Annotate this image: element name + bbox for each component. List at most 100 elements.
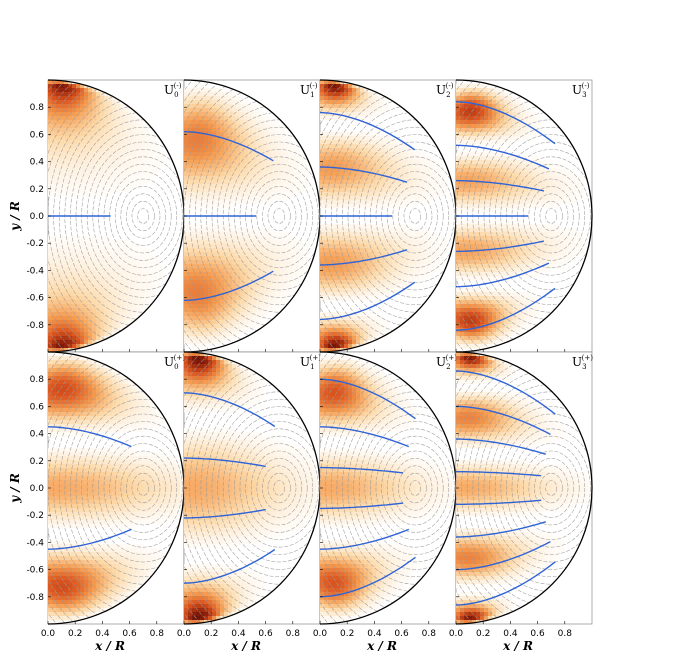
heat-cell	[368, 332, 373, 337]
heat-cell	[484, 172, 489, 177]
heat-cell	[80, 104, 85, 109]
heat-cell	[488, 184, 493, 189]
heat-cell	[112, 260, 117, 265]
heat-cell	[56, 116, 61, 121]
heat-cell	[492, 220, 497, 225]
heat-cell	[360, 228, 365, 233]
heat-cell	[92, 92, 97, 97]
heat-cell	[240, 176, 245, 181]
heat-cell	[532, 184, 537, 189]
heat-cell	[352, 84, 357, 89]
heat-cell	[264, 164, 269, 169]
heat-cell	[500, 172, 505, 177]
heat-cell	[80, 100, 85, 105]
heat-cell	[60, 336, 65, 341]
heat-cell	[524, 196, 529, 201]
heat-cell	[216, 244, 221, 249]
heat-cell	[360, 204, 365, 209]
heat-cell	[456, 220, 461, 225]
heat-cell	[364, 108, 369, 113]
heat-cell	[216, 176, 221, 181]
heat-cell	[324, 188, 329, 193]
contour-line	[403, 200, 427, 232]
heat-cell	[200, 340, 205, 345]
heat-cell	[52, 260, 57, 265]
heat-cell	[552, 188, 557, 193]
heat-cell	[200, 244, 205, 249]
heat-cell	[504, 152, 509, 157]
heat-cell	[260, 184, 265, 189]
heat-cell	[356, 248, 361, 253]
heat-cell	[252, 180, 257, 185]
heat-cell	[92, 100, 97, 105]
heat-cell	[552, 172, 557, 177]
heat-cell	[132, 128, 137, 133]
heat-cell	[364, 264, 369, 269]
heat-cell	[64, 300, 69, 305]
heat-cell	[196, 92, 201, 97]
heat-cell	[64, 160, 69, 165]
heat-cell	[520, 124, 525, 129]
heat-cell	[148, 292, 153, 297]
heat-cell	[248, 316, 253, 321]
heat-cell	[124, 140, 129, 145]
heat-cell	[428, 176, 433, 181]
heat-cell	[240, 312, 245, 317]
heat-cell	[48, 292, 53, 297]
heat-cell	[228, 308, 233, 313]
heat-cell	[356, 228, 361, 233]
heat-cell	[108, 268, 113, 273]
heat-cell	[144, 152, 149, 157]
heat-cell	[420, 264, 425, 269]
heat-cell	[148, 268, 153, 273]
heat-cell	[364, 140, 369, 145]
heat-cell	[520, 224, 525, 229]
heat-cell	[404, 176, 409, 181]
heat-cell	[128, 320, 133, 325]
heat-cell	[96, 172, 101, 177]
heat-cell	[324, 344, 329, 349]
heat-cell	[456, 120, 461, 125]
heat-cell	[480, 232, 485, 237]
heat-cell	[496, 152, 501, 157]
heat-cell	[52, 332, 57, 337]
heat-cell	[112, 156, 117, 161]
heat-cell	[148, 284, 153, 289]
heat-cell	[432, 180, 437, 185]
heat-cell	[284, 288, 289, 293]
heat-cell	[540, 192, 545, 197]
heat-cell	[404, 268, 409, 273]
heat-cell	[376, 224, 381, 229]
heat-cell	[288, 148, 293, 153]
heat-cell	[240, 276, 245, 281]
heat-cell	[480, 188, 485, 193]
heat-cell	[144, 136, 149, 141]
heat-cell	[140, 132, 145, 137]
heat-cell	[364, 164, 369, 169]
heat-cell	[284, 268, 289, 273]
heat-cell	[116, 172, 121, 177]
heat-cell	[364, 332, 369, 337]
heat-cell	[100, 240, 105, 245]
heat-cell	[344, 324, 349, 329]
heat-cell	[204, 124, 209, 129]
heat-cell	[248, 288, 253, 293]
heat-cell	[220, 100, 225, 105]
heat-cell	[156, 168, 161, 173]
heat-cell	[388, 152, 393, 157]
heat-cell	[232, 196, 237, 201]
heat-cell	[200, 176, 205, 181]
heat-cell	[60, 296, 65, 301]
heat-cell	[116, 328, 121, 333]
heat-cell	[68, 264, 73, 269]
heat-cell	[380, 280, 385, 285]
heat-cell	[508, 184, 513, 189]
heat-cell	[208, 144, 213, 149]
heat-cell	[292, 260, 297, 265]
heat-cell	[328, 344, 333, 349]
heat-cell	[248, 140, 253, 145]
heat-cell	[48, 148, 53, 153]
heat-cell	[236, 188, 241, 193]
heat-cell	[364, 156, 369, 161]
heat-cell	[184, 148, 189, 153]
